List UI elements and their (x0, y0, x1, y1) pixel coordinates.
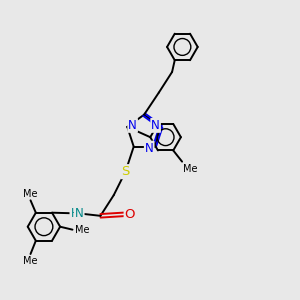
Text: Me: Me (183, 164, 197, 174)
Text: Me: Me (23, 189, 38, 199)
Text: N: N (128, 119, 137, 132)
Text: S: S (121, 165, 130, 178)
Text: N: N (151, 119, 160, 132)
Text: H: H (70, 207, 79, 220)
Text: N: N (145, 142, 154, 154)
Text: Me: Me (75, 225, 89, 235)
Text: Me: Me (23, 256, 38, 266)
Text: N: N (75, 207, 84, 220)
Text: O: O (124, 208, 135, 221)
